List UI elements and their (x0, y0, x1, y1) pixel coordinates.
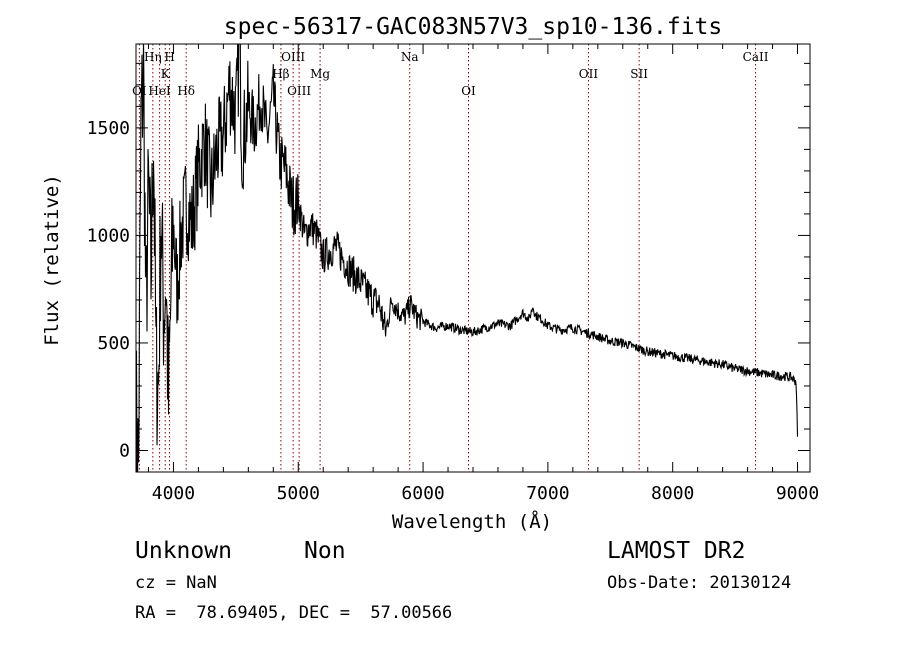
coordinates-text: RA = 78.69405, DEC = 57.00566 (135, 603, 453, 623)
spectral-marker-label: CaII (743, 50, 769, 64)
plot-frame (135, 43, 811, 473)
object-subclass: Non (304, 538, 346, 564)
spectral-marker-label: OII (579, 67, 599, 81)
x-tick-label: 6000 (401, 483, 444, 504)
x-tick-label: 8000 (651, 483, 694, 504)
y-axis-label: Flux (relative) (41, 174, 63, 346)
spectral-line-markers: OI Hη HeI KH Hδ Hβ OIII OIII Mg Na OI OII SII CaII (132, 44, 769, 472)
spectral-marker-label: Na (401, 50, 419, 64)
chart-title: spec-56317-GAC083N57V3_sp10-136.fits (224, 14, 723, 40)
spectral-marker-label: Mg (310, 67, 330, 81)
spectral-marker-label: OIII (287, 84, 311, 98)
redshift-text: cz = NaN (135, 573, 217, 593)
x-tick-label: 7000 (526, 483, 569, 504)
spectral-marker-label: SII (630, 67, 648, 81)
plot-area (136, 44, 799, 472)
y-tick-label: 1000 (87, 225, 130, 246)
y-tick-label: 500 (97, 333, 130, 354)
spectral-marker-label: Hβ (272, 67, 289, 81)
obs-date-text: Obs-Date: 20130124 (607, 573, 792, 593)
spectral-marker-label: OI (132, 84, 147, 98)
x-tick-label: 5000 (277, 483, 320, 504)
x-tick-label: 4000 (152, 483, 195, 504)
y-tick-label: 1500 (87, 118, 130, 139)
spectral-marker-label: Hδ (177, 84, 195, 98)
spectral-marker-label: OI (461, 84, 476, 98)
spectral-marker-label: Hη (144, 50, 162, 64)
spectrum-series-line (136, 44, 799, 472)
spectral-marker-label: K (161, 67, 171, 81)
spectral-marker-label: OIII (281, 50, 305, 64)
y-tick-label: 0 (119, 440, 130, 461)
axis-ticks: 4000 5000 6000 7000 8000 9000 0 500 1000 1500 (87, 44, 819, 504)
spectral-marker-label: H (164, 50, 174, 64)
object-class: Unknown (135, 538, 232, 564)
x-axis-label: Wavelength (Å) (392, 510, 552, 533)
spectral-marker-label: HeI (148, 84, 171, 98)
survey-name: LAMOST DR2 (607, 538, 746, 564)
x-tick-label: 9000 (776, 483, 819, 504)
